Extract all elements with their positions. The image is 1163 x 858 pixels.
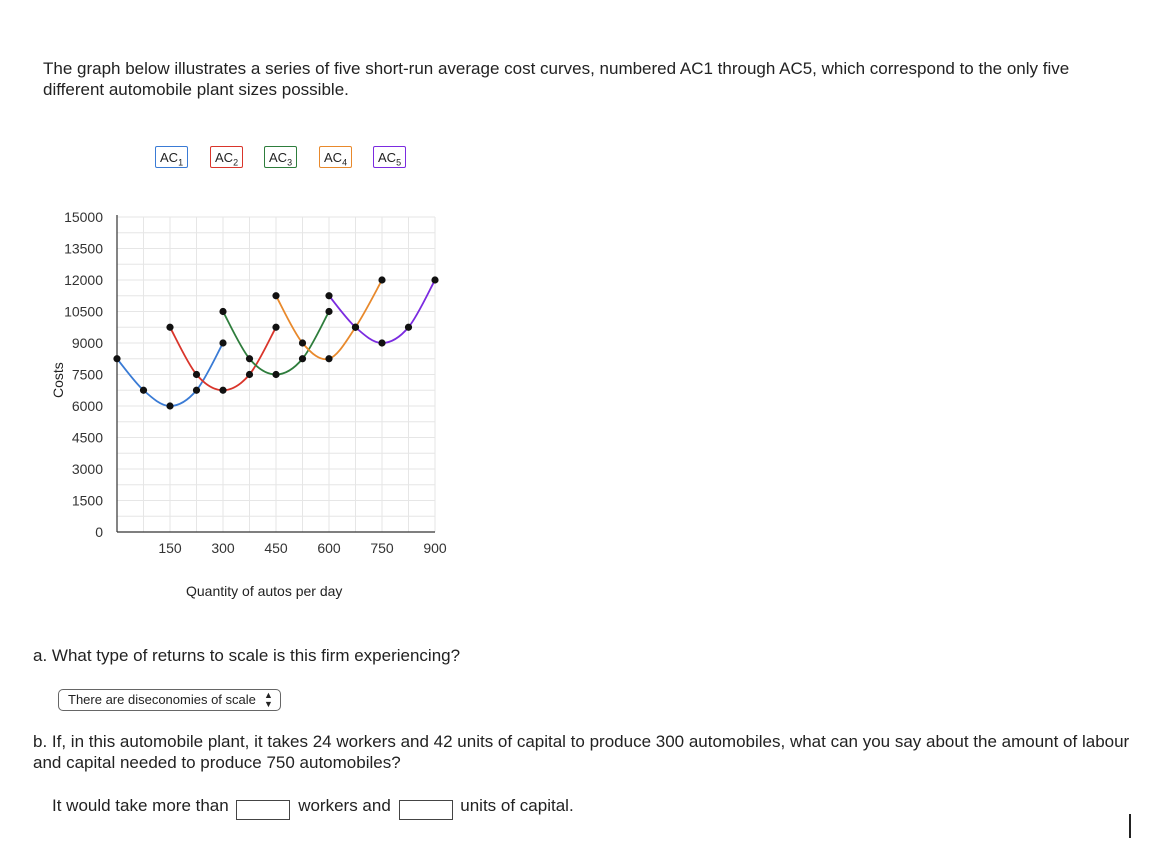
legend-ac4[interactable]: AC4 — [319, 146, 353, 168]
data-point-ac5 — [351, 323, 360, 331]
returns-to-scale-select[interactable]: There are diseconomies of scale ▲ ▼ — [58, 689, 281, 711]
legend-ac3[interactable]: AC3 — [264, 146, 298, 168]
data-point-ac4 — [272, 292, 280, 300]
data-point-ac3 — [219, 307, 227, 316]
y-tick-label: 4500 — [72, 430, 103, 446]
data-point-ac3 — [325, 307, 333, 316]
y-tick-label: 10500 — [64, 304, 103, 320]
data-point-ac2 — [272, 323, 280, 331]
data-point-ac5 — [404, 323, 413, 331]
y-tick-label: 15000 — [64, 209, 103, 225]
data-point-ac1 — [192, 386, 201, 394]
x-tick-label: 900 — [423, 540, 447, 556]
x-tick-label: 750 — [370, 540, 394, 556]
x-tick-label: 150 — [158, 540, 182, 556]
data-point-ac3 — [272, 370, 280, 379]
question-a: a. What type of returns to scale is this… — [33, 646, 461, 665]
data-point-ac4 — [298, 339, 307, 347]
x-tick-label: 450 — [264, 540, 288, 556]
chart-legend: AC1 AC2 AC3 AC4 AC5 — [0, 146, 460, 172]
workers-input[interactable] — [236, 800, 291, 820]
y-tick-label: 9000 — [72, 335, 103, 351]
data-point-ac4 — [325, 355, 333, 363]
data-point-ac1 — [139, 386, 148, 394]
x-tick-label: 300 — [211, 540, 235, 556]
y-tick-label: 6000 — [72, 398, 103, 414]
data-point-ac2 — [166, 323, 174, 331]
y-tick-label: 1500 — [72, 493, 103, 509]
y-tick-label: 0 — [95, 524, 103, 540]
select-value: There are diseconomies of scale — [68, 692, 256, 707]
answer-line: It would take more than workers and unit… — [52, 795, 574, 820]
legend-ac2[interactable]: AC2 — [210, 146, 244, 168]
data-point-ac1 — [166, 402, 174, 410]
data-point-ac2 — [192, 370, 201, 379]
answer-suffix: units of capital. — [460, 796, 574, 815]
y-tick-label: 3000 — [72, 461, 103, 477]
capital-input[interactable] — [398, 800, 453, 820]
y-tick-label: 7500 — [72, 367, 103, 383]
data-point-ac3 — [298, 355, 307, 363]
data-point-ac1 — [219, 339, 227, 347]
data-point-ac5 — [378, 339, 386, 347]
x-axis-label: Quantity of autos per day — [186, 583, 343, 599]
text-cursor — [1129, 814, 1131, 838]
question-b: b. If, in this automobile plant, it take… — [33, 732, 1130, 772]
data-point-ac5 — [431, 276, 439, 284]
cost-curves-chart[interactable]: 0 1500 3000 4500 6000 7500 9000 10500 12000 13500… — [0, 195, 470, 565]
select-arrows-icon: ▲ ▼ — [263, 690, 273, 709]
data-point-ac2 — [245, 370, 254, 379]
y-tick-label: 12000 — [64, 272, 103, 288]
data-point-ac2 — [219, 386, 227, 394]
x-tick-label: 600 — [317, 540, 341, 556]
intro-text: The graph below illustrates a series of … — [43, 59, 1070, 99]
legend-ac5[interactable]: AC5 — [373, 146, 407, 168]
data-point-ac4 — [378, 276, 386, 284]
data-point-ac1 — [113, 355, 121, 363]
answer-middle: workers and — [298, 796, 391, 815]
data-point-ac5 — [325, 292, 333, 300]
answer-prefix: It would take more than — [52, 796, 229, 815]
legend-ac1[interactable]: AC1 — [155, 146, 189, 168]
data-point-ac3 — [245, 355, 254, 363]
y-tick-label: 13500 — [64, 241, 103, 257]
